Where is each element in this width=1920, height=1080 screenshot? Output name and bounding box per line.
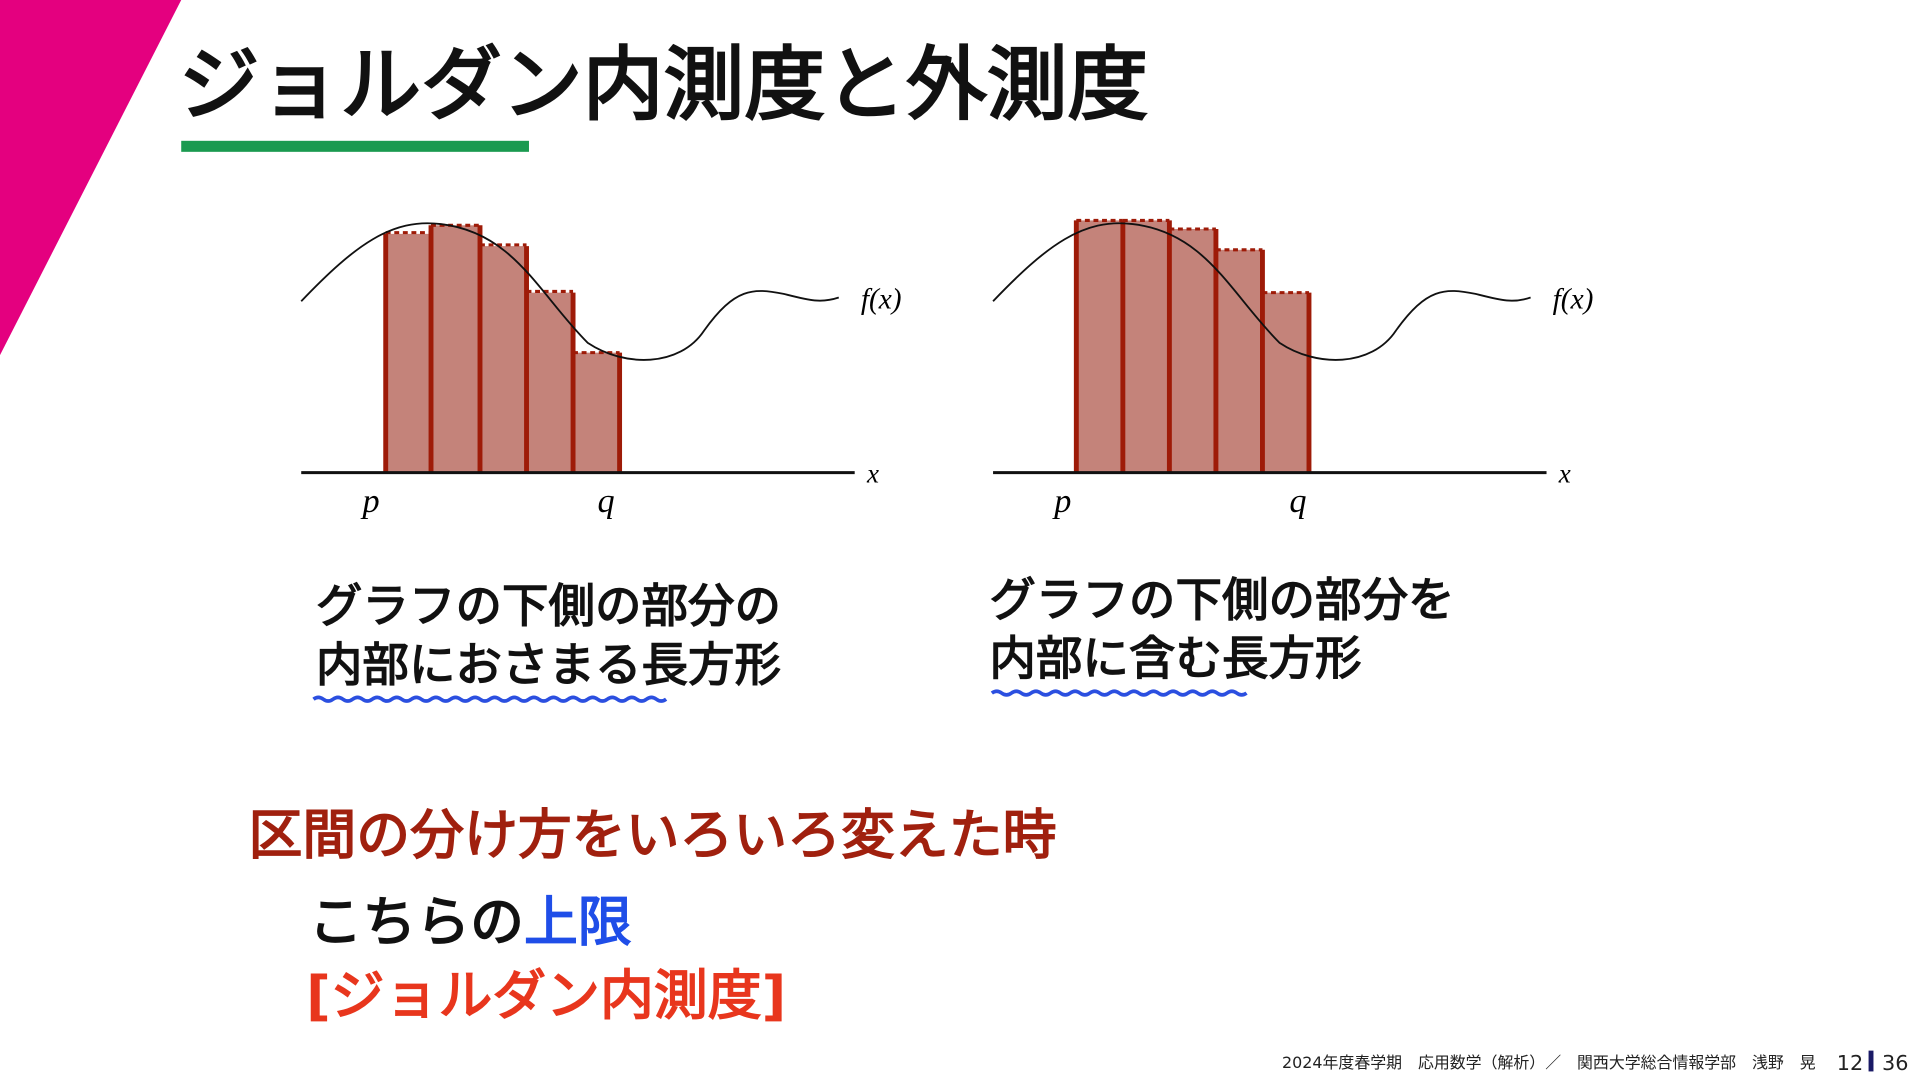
caption: 内部に含む長方形 <box>989 632 1362 686</box>
rect-tops <box>1076 218 1309 295</box>
x-label: x <box>866 458 879 488</box>
caption: 内部におさまる長方形 <box>316 638 782 692</box>
wavy-underline <box>990 689 1248 697</box>
page-number: 12 <box>1837 1051 1863 1075</box>
function-curve <box>300 222 840 361</box>
rect-tops <box>385 223 620 355</box>
page-total: 36 <box>1882 1051 1908 1075</box>
p-label: p <box>360 482 379 520</box>
caption: グラフの下側の部分の <box>316 579 781 633</box>
footer-course: 2024年度春学期 応用数学（解析）／ 関西大学総合情報学部 浅野 晃 <box>1282 1053 1816 1072</box>
figure-inner: f(x) x p q グラフの下側の部分の 内部におさまる長方形 <box>300 222 902 703</box>
accent-triangle <box>0 0 182 356</box>
function-curve <box>992 222 1531 361</box>
caption: グラフの下側の部分を <box>989 573 1454 627</box>
rect-edges <box>1073 220 1312 473</box>
title-underline <box>181 140 529 152</box>
body-line: こちらの上限 <box>309 890 632 953</box>
body-line: [ジョルダン内測度] <box>306 964 786 1027</box>
rect-edges <box>383 225 623 473</box>
p-label: p <box>1052 482 1071 520</box>
page-separator <box>1868 1050 1874 1072</box>
rects <box>385 225 620 473</box>
q-label: q <box>598 482 615 520</box>
figure-outer: f(x) x p q グラフの下側の部分を 内部に含む長方形 <box>989 218 1594 697</box>
x-label: x <box>1558 458 1571 488</box>
function-label: f(x) <box>1553 284 1594 316</box>
q-label: q <box>1289 482 1306 520</box>
rects <box>1076 220 1309 473</box>
emphasis: 上限 <box>524 890 632 953</box>
wavy-underline <box>312 695 668 703</box>
function-label: f(x) <box>861 284 902 316</box>
text: こちらの <box>309 890 524 953</box>
slide-title: ジョルダン内測度と外測度 <box>179 39 1149 133</box>
body-heading: 区間の分け方をいろいろ変えた時 <box>249 803 1057 866</box>
